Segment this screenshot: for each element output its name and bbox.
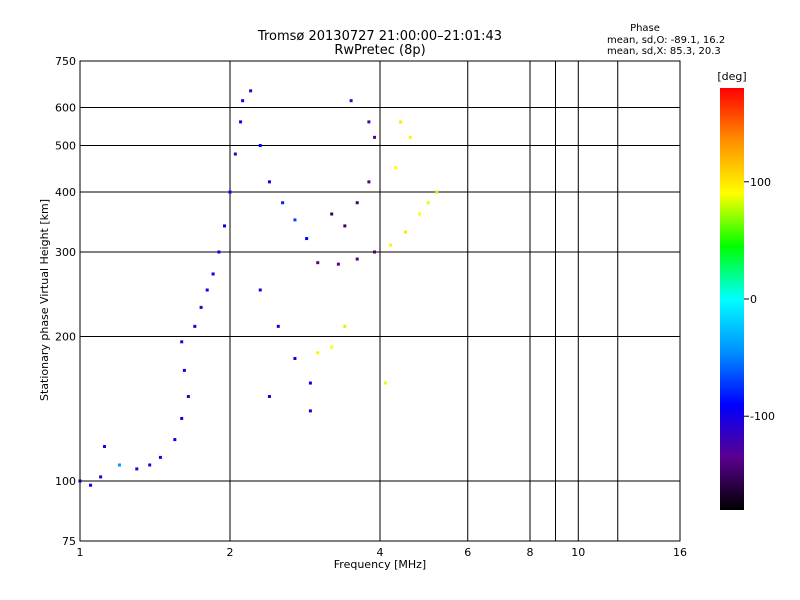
- data-point: [99, 475, 103, 479]
- plot-frame: [79, 60, 681, 542]
- x-tick-label: 2: [227, 546, 234, 559]
- data-point: [417, 212, 421, 216]
- colorbar-tick-label: 0: [750, 293, 757, 306]
- stats-line-o: mean, sd,O: -89.1, 16.2: [607, 35, 725, 46]
- data-point: [349, 99, 353, 103]
- data-point: [239, 120, 243, 124]
- data-point: [199, 305, 203, 309]
- x-axis-label: Frequency [MHz]: [334, 558, 426, 571]
- colorbar-tick-label: -100: [750, 410, 775, 423]
- x-tick-label: 6: [464, 546, 471, 559]
- data-point: [182, 368, 186, 372]
- y-tick-label: 100: [55, 475, 76, 488]
- stats-line-x: mean, sd,X: 85.3, 20.3: [607, 46, 721, 57]
- data-point: [367, 120, 371, 124]
- data-point: [267, 395, 271, 399]
- data-point: [135, 467, 139, 471]
- x-tick-label: 10: [571, 546, 585, 559]
- data-point: [316, 261, 320, 265]
- x-tick-label: 16: [673, 546, 687, 559]
- chart-subtitle: RwPretec (8p): [334, 43, 425, 58]
- data-point: [267, 180, 271, 184]
- data-point: [205, 288, 209, 292]
- y-axis-label: Stationary phase Virtual Height [km]: [38, 199, 51, 401]
- data-point: [293, 356, 297, 360]
- data-point: [389, 243, 393, 247]
- colorbar: [720, 88, 744, 510]
- data-point: [355, 201, 359, 205]
- data-point: [373, 135, 377, 139]
- data-point: [330, 212, 334, 216]
- data-point: [241, 99, 245, 103]
- grid: [80, 61, 680, 541]
- data-point: [233, 152, 237, 156]
- y-axis-ticks: 75 100 200 300 400 500 600 750: [55, 55, 76, 548]
- x-tick-label: 1: [77, 546, 84, 559]
- data-point: [336, 262, 340, 266]
- data-point: [173, 438, 177, 442]
- data-point: [293, 218, 297, 222]
- data-point: [223, 224, 227, 228]
- data-point: [394, 165, 398, 169]
- x-tick-label: 8: [527, 546, 534, 559]
- y-tick-label: 500: [55, 140, 76, 153]
- data-point: [355, 257, 359, 261]
- colorbar-tick-label: 100: [750, 176, 771, 189]
- y-tick-label: 200: [55, 331, 76, 344]
- data-point: [180, 340, 184, 344]
- data-point: [343, 324, 347, 328]
- data-point: [330, 345, 334, 349]
- y-tick-label: 400: [55, 186, 76, 199]
- data-point: [148, 463, 152, 467]
- x-axis-ticks: 1 2 4 6 8 10 16: [77, 546, 688, 559]
- data-points: [78, 89, 439, 487]
- data-point: [435, 190, 439, 194]
- data-point: [373, 250, 377, 254]
- x-tick-label: 4: [377, 546, 384, 559]
- data-point: [258, 144, 262, 148]
- data-point: [89, 483, 93, 487]
- data-point: [367, 180, 371, 184]
- colorbar-label: [deg]: [717, 70, 746, 83]
- data-point: [399, 120, 403, 124]
- data-point: [403, 230, 407, 234]
- data-point: [249, 89, 253, 93]
- data-point: [308, 409, 312, 413]
- y-tick-label: 750: [55, 55, 76, 68]
- data-point: [180, 416, 184, 420]
- data-point: [383, 381, 387, 385]
- y-tick-label: 300: [55, 246, 76, 259]
- data-point: [117, 463, 121, 467]
- data-point: [276, 324, 280, 328]
- chart-title: Tromsø 20130727 21:00:00–21:01:43: [257, 29, 502, 44]
- data-point: [186, 395, 190, 399]
- data-point: [305, 237, 309, 241]
- data-point: [281, 201, 285, 205]
- data-point: [426, 201, 430, 205]
- data-point: [343, 224, 347, 228]
- data-point: [211, 272, 215, 276]
- data-point: [316, 351, 320, 355]
- data-point: [158, 455, 162, 459]
- stats-title: Phase: [630, 23, 660, 34]
- y-tick-label: 600: [55, 102, 76, 115]
- data-point: [103, 445, 107, 449]
- data-point: [193, 324, 197, 328]
- data-point: [217, 250, 221, 254]
- colorbar-ticks: 100 0 -100: [744, 176, 775, 423]
- data-point: [308, 381, 312, 385]
- data-point: [228, 190, 232, 194]
- data-point: [408, 135, 412, 139]
- data-point: [258, 288, 262, 292]
- y-tick-label: 75: [62, 535, 76, 548]
